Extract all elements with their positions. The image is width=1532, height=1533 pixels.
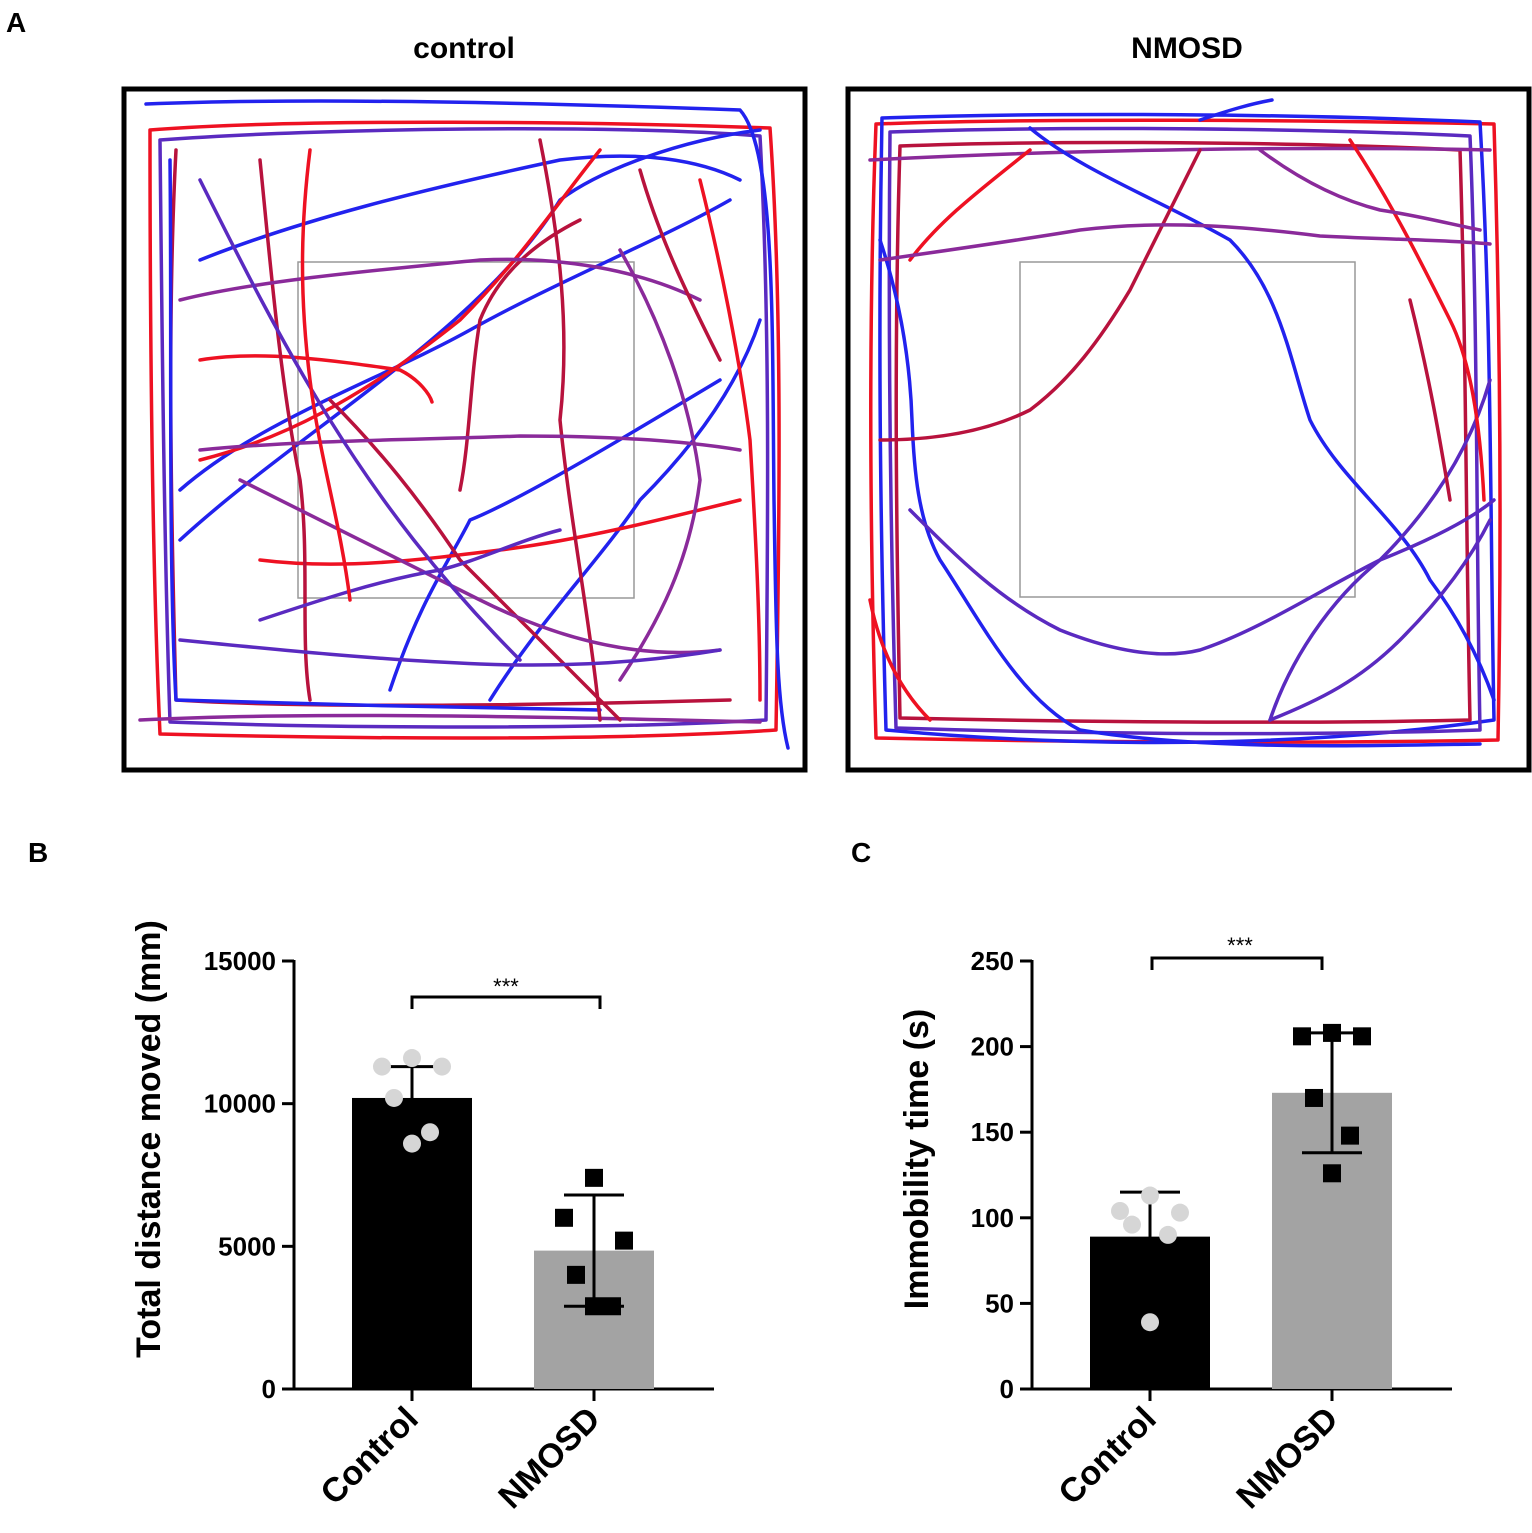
track-path: [198, 154, 742, 262]
y-tick-label: 0: [1000, 1374, 1014, 1404]
y-tick-label: 15000: [204, 946, 276, 976]
track-path: [878, 148, 1202, 442]
track-path: [178, 638, 722, 667]
track-path: [878, 223, 1492, 262]
y-tick-label: 150: [971, 1117, 1014, 1147]
y-tick-label: 200: [971, 1032, 1014, 1062]
track-path: [878, 112, 1496, 745]
track-path: [258, 158, 312, 702]
x-tick-label: NMOSD: [1229, 1400, 1345, 1516]
track-plot-nmosd: [845, 86, 1532, 773]
data-point: [1141, 1313, 1159, 1332]
track-path: [698, 178, 762, 702]
data-point: [1353, 1027, 1371, 1046]
significance-bracket-b: [410, 995, 602, 1009]
track-path: [868, 146, 1492, 162]
track-path: [148, 120, 781, 740]
y-tick-label: 250: [971, 946, 1014, 976]
track-path: [300, 148, 352, 602]
y-axis-label-c: Immobility time (s): [898, 1009, 936, 1309]
track-path: [1258, 148, 1482, 232]
bar-chart-distance: 0 5000 10000 15000 Control NMOSD *** Total d…: [130, 920, 714, 1516]
track-path: [488, 318, 762, 702]
y-tick-label: 0: [262, 1374, 276, 1404]
track-path: [1348, 138, 1486, 502]
track-path: [1268, 518, 1492, 722]
track-path: [894, 140, 1472, 724]
data-point: [603, 1297, 621, 1316]
y-tick-label: 10000: [204, 1089, 276, 1119]
data-point: [585, 1168, 603, 1187]
y-tick-label: 100: [971, 1203, 1014, 1233]
track-path: [388, 378, 722, 692]
track-path: [198, 354, 434, 404]
data-point: [555, 1208, 573, 1227]
significance-bracket-c: [1150, 956, 1324, 970]
track-path: [144, 99, 790, 750]
data-point: [1123, 1215, 1141, 1234]
track-path: [638, 168, 722, 362]
track-path: [908, 148, 1032, 262]
x-tick-label: Control: [313, 1400, 425, 1512]
track-path: [198, 178, 522, 662]
panel-label-b: B: [28, 837, 48, 868]
track-plot-control: [121, 86, 808, 773]
track-path: [887, 126, 1482, 736]
center-zone-nmosd: [1019, 261, 1356, 598]
data-point: [403, 1134, 421, 1153]
data-point: [1111, 1201, 1129, 1220]
y-tick-label: 5000: [218, 1231, 276, 1261]
data-point: [1341, 1126, 1359, 1145]
track-path: [868, 118, 1502, 744]
data-point: [1305, 1088, 1323, 1107]
data-point: [1141, 1186, 1159, 1205]
panel-label-c: C: [851, 837, 871, 868]
track-path: [258, 528, 562, 622]
track-path: [1408, 298, 1452, 502]
track-path: [328, 398, 622, 722]
data-point: [1323, 1164, 1341, 1183]
data-point: [615, 1231, 633, 1250]
arena-frame-nmosd: [845, 86, 1532, 773]
data-point: [421, 1123, 439, 1142]
track-path: [1198, 98, 1274, 122]
panel-label-a: A: [6, 7, 26, 38]
significance-label-b: ***: [493, 974, 519, 999]
track-title-nmosd: NMOSD: [1131, 32, 1243, 65]
data-point: [1323, 1023, 1341, 1042]
track-path: [1028, 126, 1496, 702]
track-path: [198, 148, 602, 462]
data-point: [373, 1057, 391, 1076]
track-path: [138, 713, 762, 724]
track-path: [458, 218, 582, 492]
data-point: [567, 1265, 585, 1284]
x-tick-label: Control: [1051, 1400, 1163, 1512]
data-point: [1293, 1027, 1311, 1046]
y-axis-label-b: Total distance moved (mm): [130, 920, 168, 1358]
bar-chart-immobility: 0 50 100 150 200 250 Control NMOSD *** Immobil…: [898, 933, 1452, 1516]
track-path: [1268, 378, 1492, 722]
track-title-control: control: [413, 32, 515, 65]
significance-label-c: ***: [1227, 933, 1253, 958]
track-path: [618, 248, 702, 682]
track-path: [908, 498, 1496, 656]
x-tick-label: NMOSD: [491, 1400, 607, 1516]
data-point: [585, 1297, 603, 1316]
data-point: [403, 1049, 421, 1068]
track-path: [178, 198, 732, 492]
track-path: [168, 158, 602, 712]
data-point: [385, 1088, 403, 1107]
y-tick-label: 50: [985, 1288, 1014, 1318]
data-point: [1171, 1203, 1189, 1222]
data-point: [1159, 1225, 1177, 1244]
track-path: [878, 238, 1482, 748]
track-path: [868, 598, 932, 722]
data-point: [433, 1057, 451, 1076]
track-path: [238, 478, 722, 655]
track-path: [158, 127, 770, 729]
track-path: [198, 434, 742, 452]
